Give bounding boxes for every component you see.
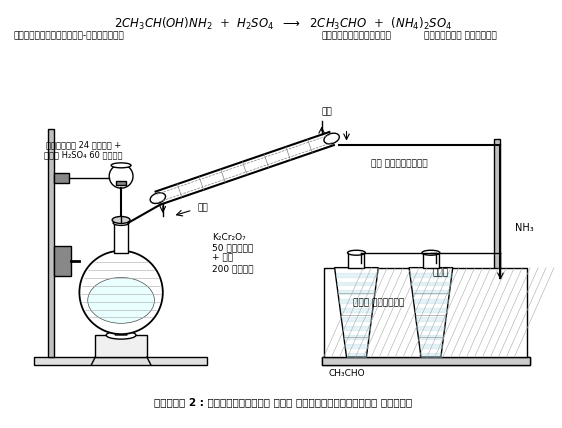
Ellipse shape xyxy=(88,277,155,323)
Text: K₂Cr₂O₇
50 ग्राम
+ जल
200 मिली: K₂Cr₂O₇ 50 ग्राम + जल 200 मिली xyxy=(212,233,254,273)
Circle shape xyxy=(109,164,133,188)
Bar xyxy=(96,335,147,357)
Text: चित्र 2 : प्रयोगशाला में एसीटेल्डिहाइड बनाना: चित्र 2 : प्रयोगशाला में एसीटेल्डिहाइड ब… xyxy=(154,397,412,407)
Circle shape xyxy=(79,251,163,334)
Bar xyxy=(321,357,530,365)
Ellipse shape xyxy=(347,250,365,255)
Bar xyxy=(324,268,527,357)
Ellipse shape xyxy=(106,331,136,339)
Bar xyxy=(53,173,70,183)
Ellipse shape xyxy=(113,220,129,226)
Ellipse shape xyxy=(422,250,440,255)
Ellipse shape xyxy=(150,193,166,203)
Text: एसीटेल्डिहाइड: एसीटेल्डिहाइड xyxy=(321,32,391,41)
Bar xyxy=(116,181,126,185)
Text: अमोनियम सल्फेट: अमोनियम सल्फेट xyxy=(424,32,497,41)
Bar xyxy=(495,139,500,357)
Text: जल: जल xyxy=(197,204,208,213)
Bar xyxy=(53,246,71,276)
Bar xyxy=(34,357,207,365)
Text: जल संघनित्र: जल संघनित्र xyxy=(371,159,428,168)
Text: NH₃: NH₃ xyxy=(515,223,534,233)
Text: CH₃CHO: CH₃CHO xyxy=(328,369,365,378)
Polygon shape xyxy=(409,268,453,357)
Bar xyxy=(114,223,128,253)
Text: एसीटेल्डिहाइड-अमोनिया: एसीटेल्डिहाइड-अमोनिया xyxy=(13,32,124,41)
Text: जल: जल xyxy=(321,108,332,117)
Bar xyxy=(321,357,530,365)
Bar xyxy=(423,253,439,268)
Text: एथेनॉल 24 मिली +
तनु H₂SO₄ 60 मिली: एथेनॉल 24 मिली + तनु H₂SO₄ 60 मिली xyxy=(44,140,123,159)
Ellipse shape xyxy=(112,217,130,223)
Bar xyxy=(48,128,53,357)
Text: ईथर: ईथर xyxy=(433,268,449,277)
Text: $2CH_3CH(OH)NH_2$  +  $H_2SO_4$  $\longrightarrow$  $2CH_3CHO$  +  $(NH_4)_2SO_4: $2CH_3CH(OH)NH_2$ + $H_2SO_4$ $\longrigh… xyxy=(114,16,452,33)
Text: हिम मिश्रण: हिम मिश्रण xyxy=(353,298,405,307)
Ellipse shape xyxy=(324,133,339,144)
Polygon shape xyxy=(334,268,378,357)
Bar xyxy=(348,253,364,268)
Ellipse shape xyxy=(111,163,131,168)
Polygon shape xyxy=(115,317,127,335)
